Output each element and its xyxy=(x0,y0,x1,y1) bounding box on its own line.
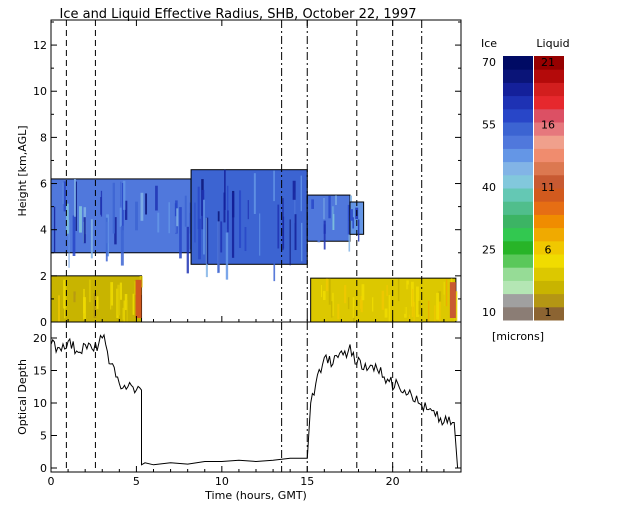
optical-depth-tick-label: 5 xyxy=(40,430,47,443)
optical-depth-tick-label: 10 xyxy=(33,397,47,410)
event-lines xyxy=(65,20,423,322)
time-axis: 0 5 10 15 20 xyxy=(48,20,462,488)
height-tick-label: 12 xyxy=(33,39,47,52)
optical-depth-axis-label: Optical Depth xyxy=(16,359,29,435)
colorbar-ice-tick: 55 xyxy=(482,119,496,132)
time-tick-label: 10 xyxy=(215,475,229,488)
height-axis-label: Height [km,AGL] xyxy=(16,125,29,216)
optical-depth-tick-label: 20 xyxy=(33,332,47,345)
radius-panel: 0 2 4 6 8 10 12 Height [km,AGL] xyxy=(16,19,462,329)
height-tick-label: 2 xyxy=(40,270,47,283)
colorbar-liquid-tick: 1 xyxy=(545,306,552,319)
height-tick-label: 8 xyxy=(40,131,47,144)
colorbar: Ice Liquid 70 55 40 25 10 21 16 11 6 1 [microns] xyxy=(481,37,570,343)
optical-depth-series xyxy=(51,333,459,469)
colorbar-liquid-tick: 6 xyxy=(545,244,552,257)
colorbar-liquid-tick: 11 xyxy=(541,181,555,194)
cloud-layers xyxy=(51,169,458,322)
height-axis: 0 2 4 6 8 10 12 xyxy=(33,21,461,329)
height-tick-label: 6 xyxy=(40,178,47,191)
chart-title: Ice and Liquid Effective Radius, SHB, Oc… xyxy=(59,7,416,22)
time-tick-label: 20 xyxy=(386,475,400,488)
colorbar-liquid-label: Liquid xyxy=(536,37,569,50)
cloud-layer-ice-1 xyxy=(51,178,192,274)
colorbar-liquid-tick: 21 xyxy=(541,56,555,69)
event-lines-lower xyxy=(65,322,423,472)
colorbar-ice-tick: 25 xyxy=(482,244,496,257)
optical-depth-tick-label: 0 xyxy=(40,462,47,475)
colorbar-ice-label: Ice xyxy=(481,37,497,50)
time-tick-label: 0 xyxy=(48,475,55,488)
colorbar-ice-tick: 40 xyxy=(482,181,496,194)
colorbar-ice-tick: 10 xyxy=(482,306,496,319)
height-tick-label: 10 xyxy=(33,85,47,98)
height-tick-label: 0 xyxy=(40,316,47,329)
colorbar-liquid-scale xyxy=(534,56,564,321)
colorbar-ice-scale xyxy=(503,56,533,321)
cloud-layer-ice-2 xyxy=(190,169,308,282)
colorbar-liquid-tick: 16 xyxy=(541,119,555,132)
colorbar-ticks: 70 55 40 25 10 21 16 11 6 1 xyxy=(482,56,555,319)
optical-depth-frame xyxy=(50,321,462,473)
cloud-layer-ice-3 xyxy=(306,194,353,252)
cloud-layer-liquid-6 xyxy=(310,277,458,322)
colorbar-units: [microns] xyxy=(492,330,544,343)
time-tick-label: 5 xyxy=(133,475,140,488)
optical-depth-tick-label: 15 xyxy=(33,365,47,378)
colorbar-ice-tick: 70 xyxy=(482,56,496,69)
height-tick-label: 4 xyxy=(40,224,47,237)
optical-depth-axis: 0 5 10 15 20 xyxy=(33,332,461,475)
cloud-layer-liquid-5 xyxy=(51,275,143,322)
time-axis-label: Time (hours, GMT) xyxy=(204,489,307,502)
time-tick-label: 15 xyxy=(300,475,314,488)
